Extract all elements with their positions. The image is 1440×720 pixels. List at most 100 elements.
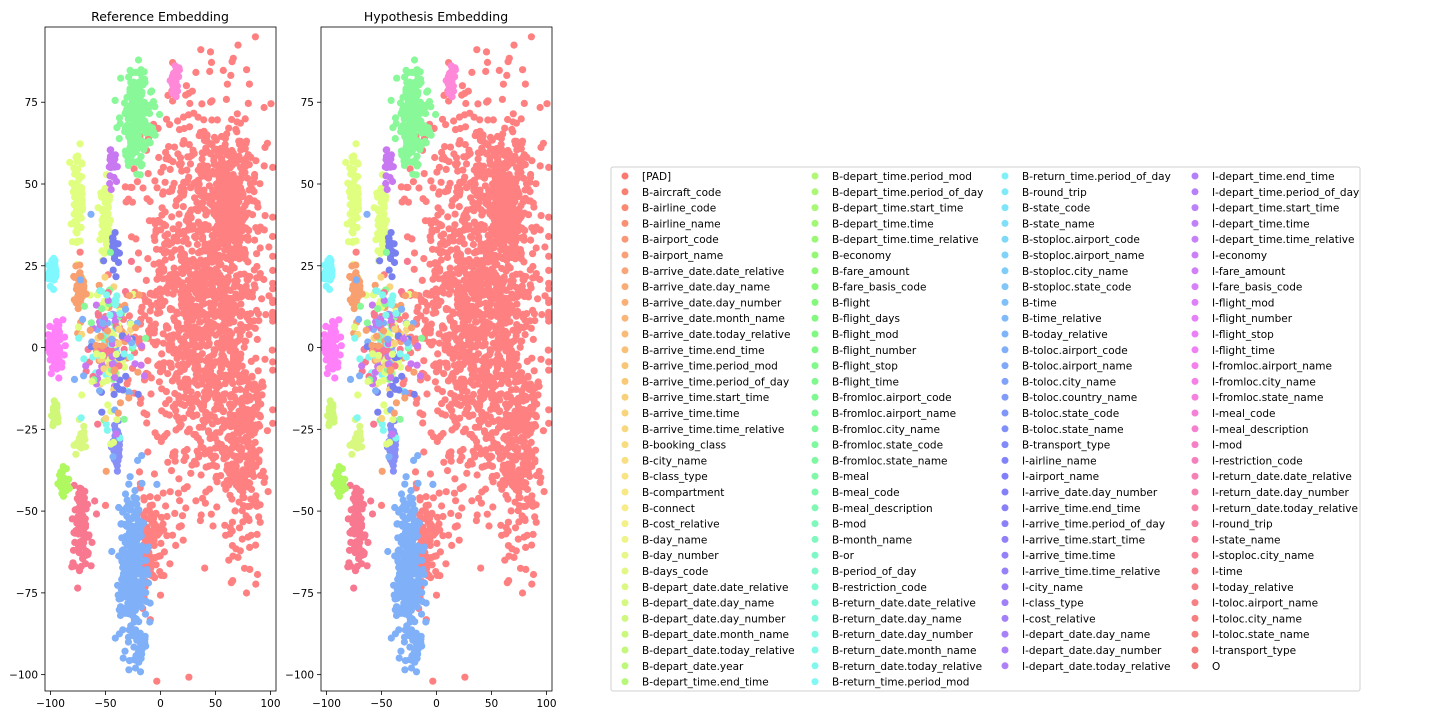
data-point (164, 370, 172, 378)
data-point (521, 80, 530, 88)
data-point (269, 232, 277, 241)
data-point (129, 129, 137, 138)
data-point (420, 255, 428, 263)
data-point (245, 331, 253, 339)
data-point (213, 190, 221, 198)
data-point (482, 67, 490, 75)
data-point (132, 235, 140, 243)
data-point (257, 400, 265, 408)
data-point (70, 272, 78, 281)
data-point (151, 103, 159, 111)
data-point (103, 327, 112, 335)
data-point (228, 542, 236, 550)
data-point (427, 291, 435, 299)
data-point (125, 394, 133, 402)
data-point (132, 324, 140, 332)
data-point (124, 638, 132, 646)
data-point (244, 275, 252, 283)
data-point (174, 227, 182, 235)
data-point (158, 288, 166, 296)
data-point (228, 115, 236, 124)
data-point (182, 266, 190, 274)
data-point (478, 374, 486, 382)
data-point (250, 266, 258, 274)
data-point (473, 438, 481, 446)
data-point (80, 436, 88, 444)
data-point (122, 533, 130, 541)
hypothesis-scatter-points (320, 33, 553, 685)
data-point (545, 285, 553, 293)
data-point (111, 301, 119, 309)
data-point (545, 366, 553, 374)
data-point (401, 312, 409, 320)
data-point (242, 282, 250, 290)
data-point (261, 143, 269, 151)
data-point (222, 371, 230, 379)
data-point (450, 361, 458, 369)
data-point (191, 323, 199, 331)
data-point (158, 407, 166, 415)
data-point (398, 198, 406, 206)
data-point (465, 255, 473, 264)
data-point (489, 322, 497, 330)
data-point (128, 500, 136, 508)
data-point (175, 475, 183, 483)
data-point (133, 509, 141, 517)
data-point (210, 244, 219, 253)
data-point (190, 262, 198, 270)
data-point (210, 133, 219, 141)
data-point (185, 141, 193, 149)
data-point (126, 353, 134, 361)
data-point (182, 91, 190, 99)
data-point (472, 356, 481, 364)
data-point (97, 332, 105, 340)
data-point (448, 426, 456, 434)
data-point (142, 334, 150, 342)
data-point (114, 591, 122, 599)
data-point (164, 324, 172, 332)
data-point (524, 211, 533, 219)
data-point (137, 532, 145, 540)
data-point (99, 319, 107, 327)
data-point (163, 532, 171, 540)
data-point (474, 155, 482, 163)
data-point (68, 238, 77, 246)
data-point (496, 333, 504, 342)
data-point (208, 258, 216, 266)
data-point (223, 80, 231, 88)
data-point (443, 359, 451, 368)
data-point (48, 341, 56, 349)
data-point (195, 373, 203, 381)
data-point (450, 489, 458, 497)
data-point (54, 480, 62, 488)
data-point (153, 184, 161, 192)
data-point (185, 123, 194, 131)
data-point (457, 300, 465, 308)
data-point (174, 276, 182, 284)
data-point (494, 274, 502, 282)
data-point (194, 176, 202, 184)
data-point (233, 110, 241, 118)
data-point (98, 305, 106, 313)
data-point (121, 183, 129, 191)
data-point (104, 210, 112, 218)
data-point (452, 497, 460, 505)
data-point (144, 579, 153, 587)
data-point (226, 164, 234, 172)
data-point (166, 339, 174, 347)
data-point (426, 470, 434, 478)
data-point (192, 68, 200, 76)
data-point (126, 506, 134, 514)
data-point (179, 191, 187, 199)
data-point (246, 291, 254, 299)
data-point (145, 217, 153, 225)
data-point (510, 41, 518, 49)
data-point (173, 354, 181, 362)
data-point (142, 597, 150, 606)
data-point (153, 309, 161, 317)
data-point (108, 335, 116, 343)
data-point (478, 463, 486, 471)
data-point (194, 362, 202, 370)
data-point (74, 323, 83, 331)
data-point (443, 467, 452, 475)
